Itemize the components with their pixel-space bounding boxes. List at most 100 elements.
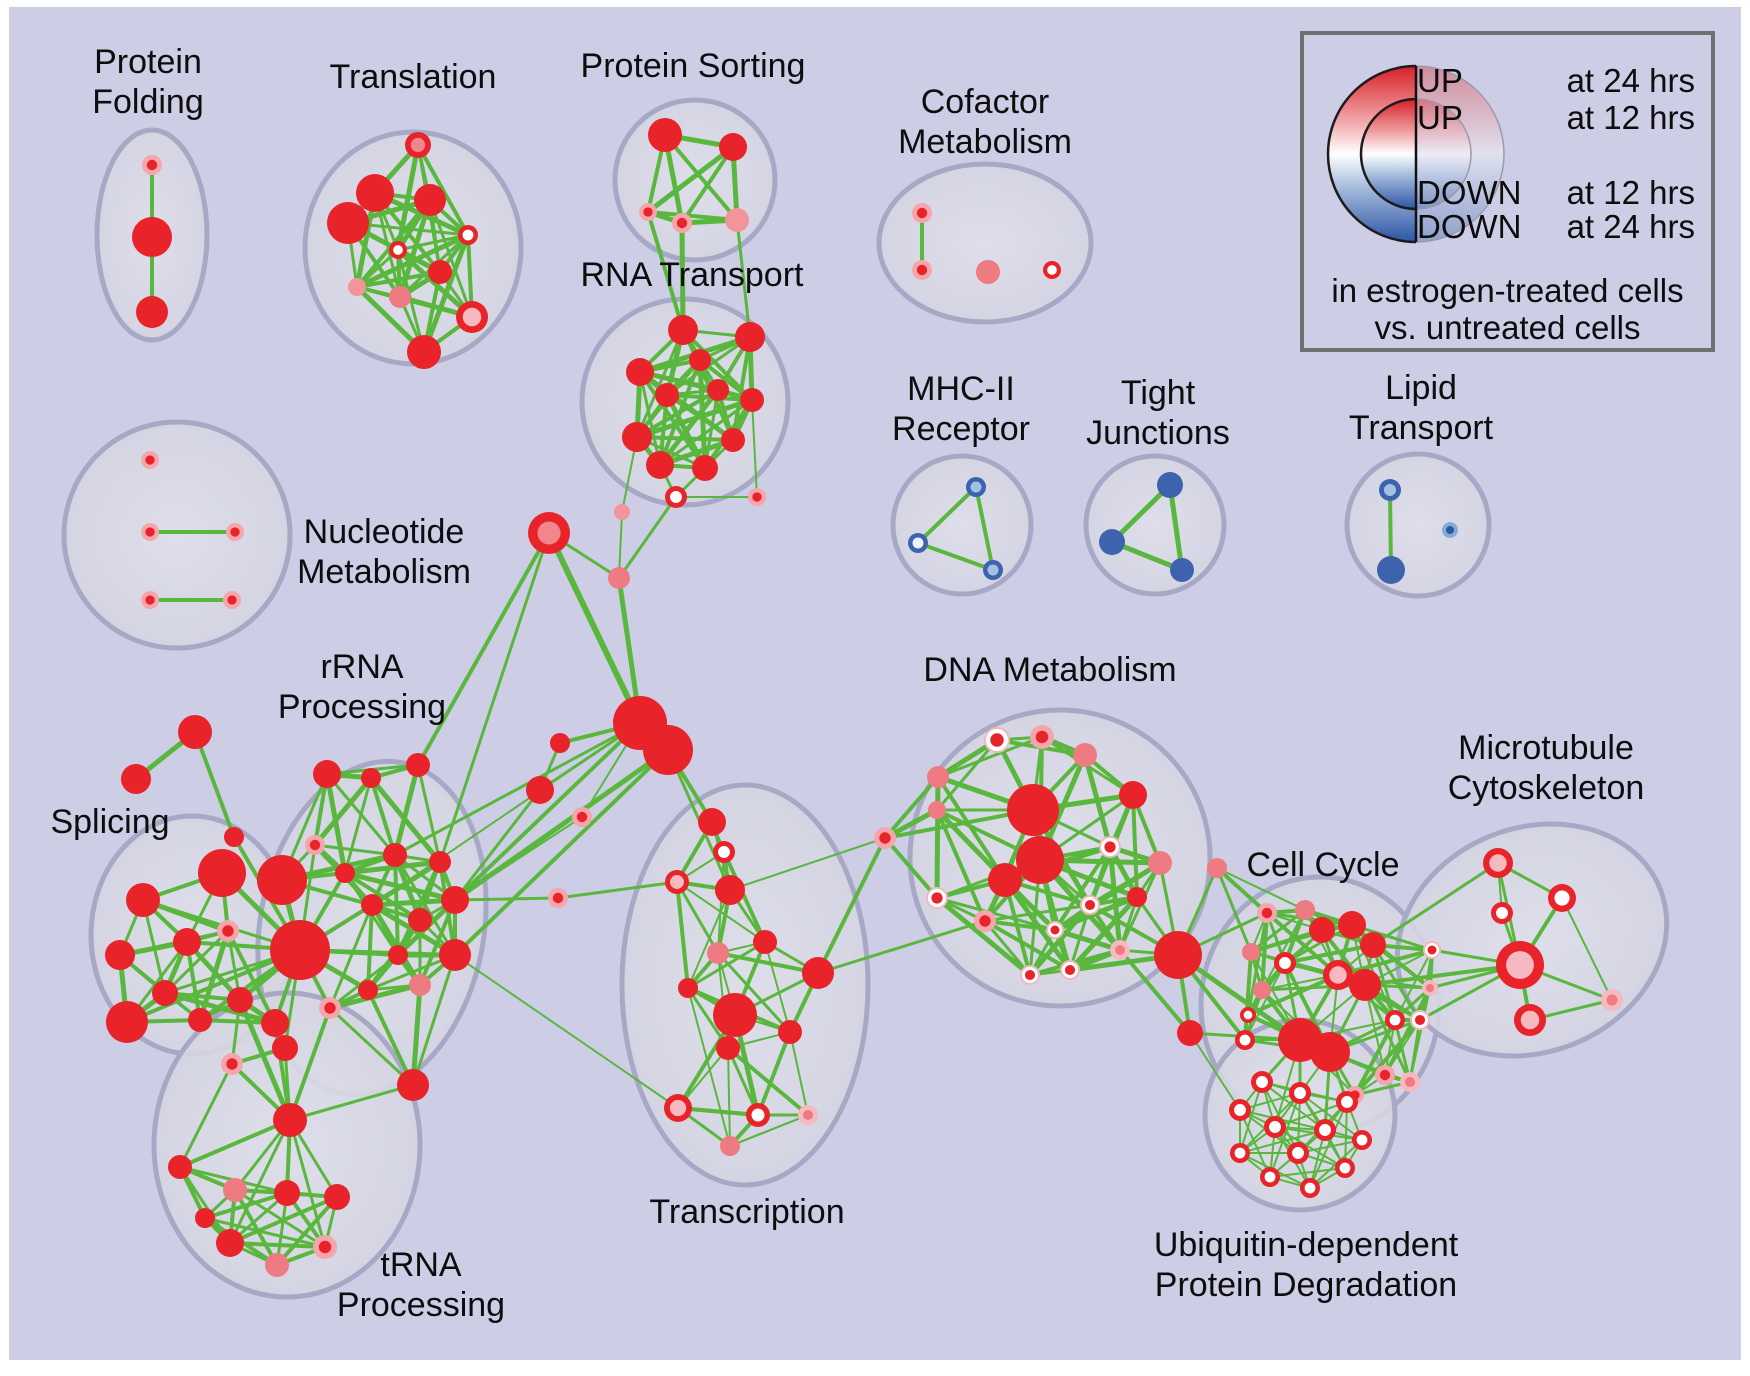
node (188, 1008, 212, 1032)
node-core (226, 1058, 238, 1070)
network-edge (1261, 909, 1306, 991)
node-core (1294, 1087, 1306, 1099)
node-core (145, 595, 155, 605)
node-core (146, 159, 158, 171)
node (348, 278, 366, 296)
node-core (979, 915, 991, 927)
node (223, 1178, 247, 1202)
network-edge (686, 940, 767, 990)
network-edge (395, 247, 475, 320)
node-core (309, 839, 321, 851)
network-edge (416, 531, 551, 767)
network-edge (618, 511, 623, 579)
node-core (916, 264, 928, 276)
network-edge (735, 218, 752, 339)
node (136, 296, 168, 328)
cluster-ellipse-nm (61, 419, 293, 651)
network-edge (237, 997, 293, 1123)
network-edge (453, 721, 642, 902)
node (273, 1103, 307, 1137)
node (1099, 529, 1125, 555)
legend-time-label: at 12 hrs (1566, 174, 1695, 211)
network-edge (288, 1083, 415, 1122)
network-edge (883, 775, 940, 840)
network-edge (664, 392, 708, 471)
node-core (537, 521, 561, 545)
network-edge (1109, 482, 1173, 545)
network-edge (1215, 866, 1253, 954)
node-core (1606, 994, 1618, 1006)
node (361, 768, 381, 788)
network-edge (1053, 845, 1112, 932)
node (274, 1180, 300, 1206)
network-edge (1269, 1092, 1301, 1178)
network-edge (343, 776, 373, 875)
network-edge (288, 1118, 327, 1249)
node-core (990, 733, 1004, 747)
node-core (916, 207, 928, 219)
network-edge (1269, 1167, 1346, 1178)
node (389, 286, 411, 308)
node-core (752, 492, 762, 502)
legend-caption-line1: in estrogen-treated cells (1331, 272, 1684, 309)
legend-time-label: at 24 hrs (1566, 208, 1695, 245)
node (216, 1229, 244, 1257)
node (358, 980, 378, 1000)
node (1170, 558, 1194, 582)
node-core (1341, 1096, 1353, 1108)
node (195, 1208, 215, 1228)
network-edge (163, 929, 230, 995)
node-core (670, 491, 682, 503)
network-edge (751, 399, 758, 498)
node (397, 1069, 429, 1101)
network-edge (416, 763, 442, 864)
cluster-ellipse-tj (1083, 453, 1227, 597)
network-edge (1107, 844, 1123, 953)
node-core (1554, 890, 1570, 906)
network-edge (635, 328, 685, 439)
node-core (1414, 1014, 1426, 1026)
network-edge (371, 722, 641, 906)
node (1177, 1020, 1203, 1046)
node (414, 184, 446, 216)
node (383, 843, 407, 867)
network-edge (1246, 973, 1340, 1017)
network-edge (1215, 866, 1269, 915)
node (132, 217, 172, 257)
network-edge (1250, 924, 1353, 953)
node-core (230, 527, 240, 537)
node-core (912, 537, 924, 549)
network-edge (328, 1006, 415, 1087)
node-core (1496, 907, 1508, 919)
cluster-ellipse-cf (876, 161, 1094, 325)
node (335, 863, 355, 883)
node (257, 855, 307, 905)
network-edge (1309, 1101, 1348, 1189)
legend-direction-label: DOWN (1417, 174, 1522, 211)
network-edge (729, 1114, 809, 1147)
node-core (1383, 483, 1397, 497)
network-edge (546, 530, 643, 726)
network-edge (369, 776, 397, 857)
network-edge (727, 1047, 731, 1147)
network-edge (635, 435, 735, 442)
node (643, 725, 693, 775)
network-edge (178, 1118, 292, 1169)
node-core (1279, 957, 1291, 969)
network-edge (617, 495, 678, 580)
node (1309, 917, 1335, 943)
node-core (1243, 1010, 1253, 1020)
node (428, 260, 452, 284)
legend-time-label: at 24 hrs (1566, 62, 1695, 99)
node (1338, 911, 1366, 939)
node (927, 766, 949, 788)
network-edge (716, 951, 792, 1034)
node (106, 1001, 148, 1043)
node-core (931, 892, 943, 904)
network-edge (983, 919, 1032, 977)
node-core (145, 527, 155, 537)
node (713, 993, 757, 1037)
node-core (1264, 1171, 1276, 1183)
node (655, 383, 679, 407)
